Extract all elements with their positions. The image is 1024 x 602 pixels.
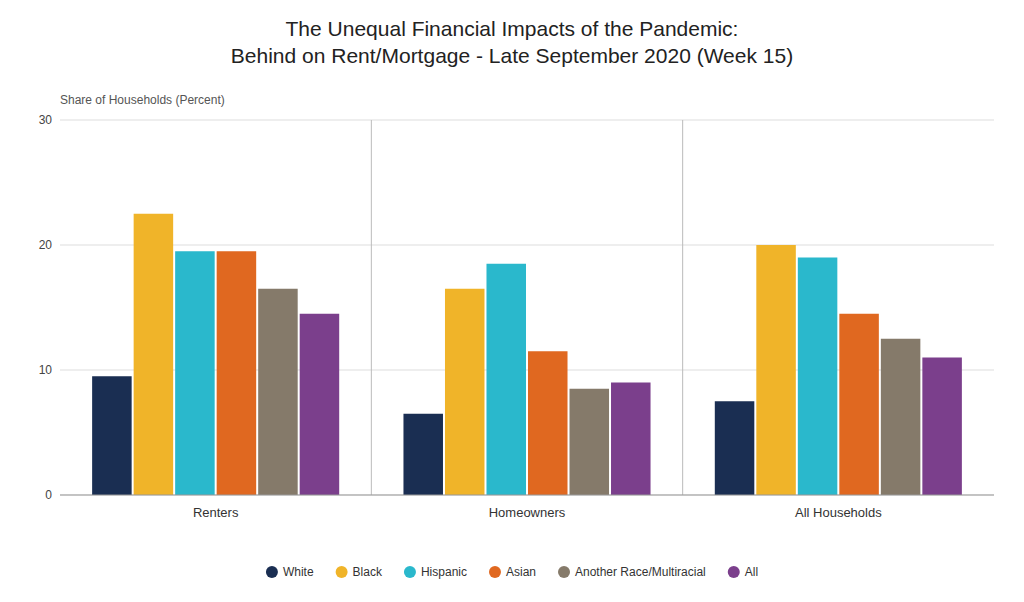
y-tick-label: 20 (39, 238, 53, 252)
bar (92, 376, 132, 495)
legend-item: Black (336, 565, 383, 579)
legend-swatch (404, 566, 416, 578)
x-axis-line (60, 495, 994, 496)
legend-label: White (283, 565, 314, 579)
bar (570, 389, 610, 495)
legend-item: Hispanic (404, 565, 467, 579)
page: {"chart_data": { "type": "bar", "title":… (0, 0, 1024, 602)
bar (922, 358, 962, 496)
grid-line (60, 120, 994, 121)
bar (881, 339, 921, 495)
legend-label: Asian (506, 565, 536, 579)
bar (403, 414, 443, 495)
chart-svg: The Unequal Financial Impacts of the Pan… (0, 0, 1024, 602)
legend-swatch (489, 566, 501, 578)
bar (715, 401, 755, 495)
bar (486, 264, 526, 495)
y-tick-label: 0 (45, 488, 52, 502)
bars (92, 214, 962, 495)
grid-line (60, 495, 994, 496)
bar (611, 383, 651, 496)
legend-item: Another Race/Multiracial (558, 565, 706, 579)
legend-label: Black (353, 565, 383, 579)
legend-label: Hispanic (421, 565, 467, 579)
legend-item: White (266, 565, 314, 579)
legend-swatch (336, 566, 348, 578)
bar (528, 351, 568, 495)
bar (798, 258, 838, 496)
chart-container: The Unequal Financial Impacts of the Pan… (0, 0, 1024, 602)
x-tick-label: Renters (193, 505, 239, 520)
bar (258, 289, 298, 495)
y-tick-label: 30 (39, 113, 53, 127)
y-axis-label: Share of Households (Percent) (60, 93, 225, 107)
bar (300, 314, 340, 495)
category-separator (682, 120, 683, 495)
bar (445, 289, 485, 495)
title-line: The Unequal Financial Impacts of the Pan… (286, 17, 739, 40)
bar (217, 251, 257, 495)
y-tick-label: 10 (39, 363, 53, 377)
bar (839, 314, 879, 495)
bar (756, 245, 796, 495)
legend-label: Another Race/Multiracial (575, 565, 706, 579)
category-separator (371, 120, 372, 495)
bar (134, 214, 174, 495)
y-grid (60, 120, 994, 495)
x-tick-label: All Households (795, 505, 882, 520)
bar (175, 251, 215, 495)
title-line: Behind on Rent/Mortgage - Late September… (231, 44, 793, 67)
legend: White Black Hispanic Asian Another Race/Mult… (266, 565, 758, 579)
title: The Unequal Financial Impacts of the Pan… (231, 17, 793, 67)
x-tick-label: Homeowners (489, 505, 566, 520)
legend-swatch (558, 566, 570, 578)
legend-item: Asian (489, 565, 536, 579)
legend-item: All (728, 565, 758, 579)
legend-swatch (266, 566, 278, 578)
legend-swatch (728, 566, 740, 578)
grid-line (60, 245, 994, 246)
legend-label: All (745, 565, 758, 579)
